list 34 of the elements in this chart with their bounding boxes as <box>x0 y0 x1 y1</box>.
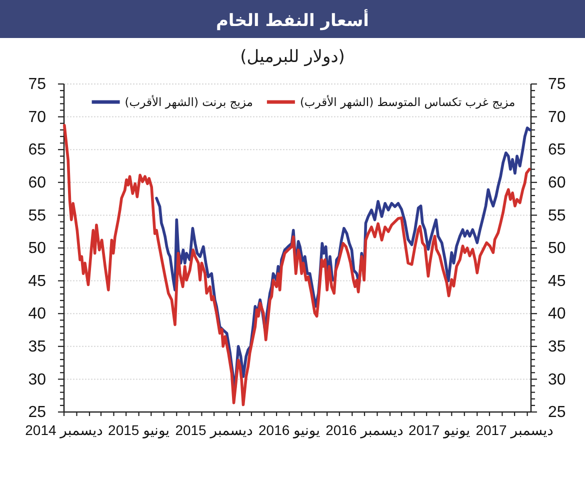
y2-tick-label: 70 <box>548 108 566 126</box>
y-tick-label: 45 <box>28 272 46 290</box>
x-tick-label: يونيو 2017 <box>408 422 470 439</box>
y-tick-label: 60 <box>28 174 46 192</box>
line-series <box>63 124 531 406</box>
x-tick-label: ديسمبر 2017 <box>476 422 554 439</box>
x-tick-label: ديسمبر 2016 <box>326 422 404 439</box>
x-tick-label: يونيو 2015 <box>108 422 170 439</box>
y2-tick-label: 65 <box>548 142 566 159</box>
y-tick-label: 55 <box>28 207 46 224</box>
y2-tick-label: 75 <box>548 76 566 94</box>
chart-subtitle: (دولار للبرميل) <box>240 47 345 67</box>
y2-tick-label: 60 <box>548 174 566 192</box>
chart-title: أسعار النفط الخام <box>216 9 370 31</box>
y-tick-label: 25 <box>28 404 46 422</box>
y-tick-label: 35 <box>28 338 46 356</box>
y2-tick-label: 30 <box>548 371 566 388</box>
y-tick-label: 30 <box>28 371 46 388</box>
y2-tick-label: 55 <box>548 207 566 224</box>
y-tick-label: 40 <box>28 306 46 323</box>
y-tick-label: 50 <box>28 240 46 258</box>
y2-tick-label: 40 <box>548 306 566 323</box>
y2-tick-label: 35 <box>548 338 566 356</box>
y2-tick-label: 50 <box>548 240 566 258</box>
x-tick-label: ديسمبر 2014 <box>25 422 103 439</box>
legend-label: مزيج غرب تكساس المتوسط (الشهر الأقرب) <box>300 95 516 109</box>
legend-label: مزيج برنت (الشهر الأقرب) <box>124 95 253 109</box>
y-tick-label: 65 <box>28 142 46 159</box>
y2-tick-label: 45 <box>548 272 566 290</box>
y-tick-label: 70 <box>28 108 46 126</box>
y2-tick-label: 25 <box>548 404 566 422</box>
y-tick-label: 75 <box>28 76 46 94</box>
x-tick-label: يونيو 2016 <box>258 422 320 439</box>
x-tick-label: ديسمبر 2015 <box>175 422 253 439</box>
